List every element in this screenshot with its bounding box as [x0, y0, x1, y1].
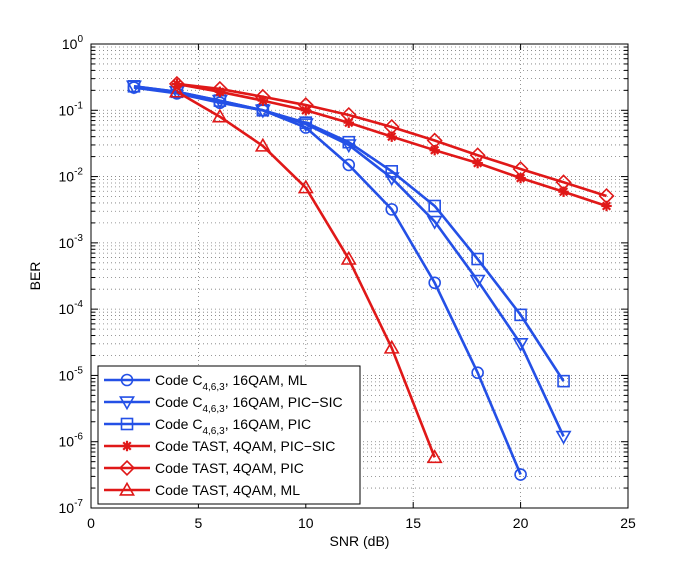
marker-square — [120, 417, 134, 431]
marker-triangle-up — [168, 83, 185, 98]
marker-square — [428, 199, 441, 213]
marker-triangle-down — [469, 274, 486, 289]
x-tick-label: 0 — [87, 515, 95, 531]
series-5 — [168, 75, 615, 204]
marker-triangle-up — [340, 250, 357, 265]
marker-asterisk — [515, 172, 526, 184]
marker-diamond — [383, 118, 400, 135]
y-tick-label: 10-5 — [59, 365, 84, 383]
marker-square — [471, 252, 484, 266]
marker-circle — [385, 203, 399, 216]
marker-square — [299, 116, 313, 129]
marker-asterisk — [300, 105, 312, 116]
legend-entry: Code C4,6,3, 16QAM, PIC — [104, 416, 311, 437]
marker-triangle-down — [383, 172, 400, 187]
marker-triangle-up — [383, 339, 400, 354]
legend-label: Code C4,6,3, 16QAM, ML — [155, 372, 307, 393]
marker-triangle-down — [555, 430, 572, 445]
y-tick-label: 10-6 — [59, 432, 84, 450]
marker-diamond — [168, 75, 185, 92]
y-axis-label: BER — [27, 262, 43, 291]
marker-diamond — [211, 80, 228, 97]
marker-circle — [342, 158, 356, 172]
marker-diamond — [469, 147, 486, 164]
legend-label: Code C4,6,3, 16QAM, PIC−SIC — [155, 394, 343, 415]
marker-circle — [428, 276, 441, 290]
marker-asterisk — [121, 440, 133, 452]
marker-circle — [514, 468, 527, 481]
x-tick-label: 5 — [195, 515, 203, 531]
x-tick-label: 10 — [298, 515, 314, 531]
marker-triangle-up — [119, 481, 135, 496]
marker-diamond — [297, 97, 314, 114]
y-tick-label: 10-4 — [59, 299, 84, 317]
x-tick-label: 25 — [620, 515, 636, 531]
marker-triangle-down — [119, 396, 135, 411]
legend-entry: Code TAST, 4QAM, PIC — [104, 459, 304, 477]
legend-label: Code TAST, 4QAM, PIC — [155, 460, 304, 476]
y-tick-label: 10-2 — [59, 167, 84, 185]
x-tick-labels: 0 5 10 15 20 25 — [87, 515, 636, 531]
marker-triangle-up — [254, 137, 271, 152]
marker-diamond — [340, 106, 357, 123]
marker-diamond — [254, 88, 271, 105]
y-tick-label: 10-1 — [59, 100, 84, 118]
legend-entry: Code TAST, 4QAM, ML — [104, 481, 300, 498]
legend-label: Code C4,6,3, 16QAM, PIC — [155, 416, 311, 437]
legend-label: Code TAST, 4QAM, ML — [155, 482, 300, 498]
series-line — [133, 86, 522, 476]
marker-square — [385, 165, 399, 178]
marker-square — [557, 374, 570, 388]
y-tick-label: 100 — [62, 34, 84, 52]
marker-triangle-up — [211, 108, 228, 123]
legend-entry: Code TAST, 4QAM, PIC−SIC — [104, 438, 335, 454]
x-tick-label: 20 — [513, 515, 529, 531]
series-6 — [168, 83, 443, 464]
y-tick-label: 10-3 — [59, 233, 84, 251]
series — [125, 75, 615, 481]
x-tick-label: 15 — [405, 515, 421, 531]
marker-asterisk — [601, 200, 612, 212]
y-tick-labels: 10-7 10-6 10-5 10-4 10-3 10-2 10-1 100 — [59, 34, 84, 516]
marker-triangle-up — [297, 179, 314, 194]
marker-triangle-down — [512, 338, 529, 353]
axis-ticks — [90, 43, 629, 509]
marker-diamond — [426, 132, 443, 149]
marker-square — [342, 135, 356, 149]
legend-label: Code TAST, 4QAM, PIC−SIC — [155, 438, 335, 454]
marker-diamond — [118, 459, 136, 477]
marker-diamond — [555, 174, 572, 191]
legend-entry: Code C4,6,3, 16QAM, ML — [104, 372, 307, 393]
marker-circle — [471, 366, 484, 379]
marker-triangle-down — [426, 215, 443, 230]
marker-diamond — [598, 187, 615, 204]
marker-diamond — [512, 161, 529, 178]
marker-square — [127, 80, 141, 93]
plot-frame — [90, 43, 629, 509]
legend-entry: Code C4,6,3, 16QAM, PIC−SIC — [104, 394, 343, 415]
series-line — [176, 90, 436, 458]
x-axis-label: SNR (dB) — [330, 533, 390, 549]
series-line — [176, 82, 607, 198]
marker-circle — [120, 373, 134, 387]
series-line — [133, 85, 565, 382]
legend-box — [97, 365, 361, 505]
marker-triangle-up — [426, 449, 443, 464]
y-tick-label: 10-7 — [59, 498, 84, 516]
marker-square — [514, 308, 527, 322]
